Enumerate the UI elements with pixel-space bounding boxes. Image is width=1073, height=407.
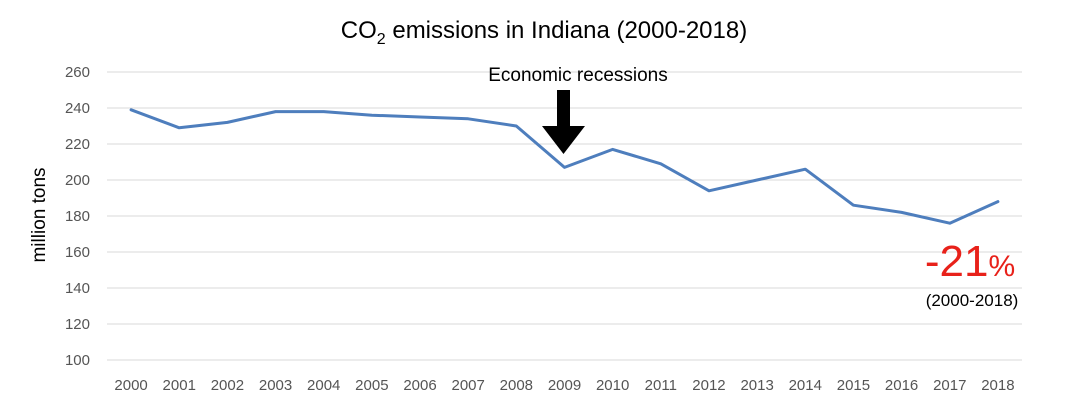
x-tick-label: 2008	[500, 377, 533, 394]
recession-annotation: Economic recessions	[488, 65, 668, 154]
change-annotation: -21% (2000-2018)	[925, 237, 1018, 310]
change-range: (2000-2018)	[926, 291, 1019, 310]
y-tick-label: 160	[65, 244, 90, 261]
x-tick-label: 2012	[692, 377, 725, 394]
down-arrow-icon	[542, 90, 585, 154]
y-tick-label: 260	[65, 64, 90, 81]
x-tick-label: 2010	[596, 377, 629, 394]
y-tick-label: 140	[65, 280, 90, 297]
x-tick-label: 2001	[163, 377, 196, 394]
y-tick-label: 240	[65, 100, 90, 117]
x-tick-label: 2006	[403, 377, 436, 394]
x-tick-label: 2003	[259, 377, 292, 394]
y-tick-label: 120	[65, 316, 90, 333]
recession-label: Economic recessions	[488, 65, 668, 86]
x-tick-label: 2014	[789, 377, 822, 394]
y-tick-label: 180	[65, 208, 90, 225]
x-tick-label: 2017	[933, 377, 966, 394]
gridlines	[107, 71, 1022, 361]
x-tick-label: 2002	[211, 377, 244, 394]
change-percent: -21%	[925, 237, 1015, 286]
x-tick-label: 2015	[837, 377, 870, 394]
y-axis-label: million tons	[29, 167, 50, 262]
x-tick-labels: 2000 2001 2002 2003 2004 2005 2006 2007 2008 2009…	[114, 377, 1014, 394]
x-tick-label: 2004	[307, 377, 340, 394]
y-tick-label: 200	[65, 172, 90, 189]
y-tick-label: 220	[65, 136, 90, 153]
x-tick-label: 2007	[451, 377, 484, 394]
x-tick-label: 2011	[645, 377, 677, 394]
x-tick-label: 2013	[740, 377, 773, 394]
x-tick-label: 2005	[355, 377, 388, 394]
y-tick-label: 100	[65, 352, 90, 369]
x-tick-label: 2000	[114, 377, 147, 394]
x-tick-label: 2009	[548, 377, 581, 394]
y-tick-labels: 100 120 140 160 180 200 220 240 260	[65, 64, 90, 369]
x-tick-label: 2016	[885, 377, 918, 394]
chart-title: CO2 emissions in Indiana (2000-2018)	[341, 17, 747, 48]
series-layer	[129, 108, 1000, 225]
x-tick-label: 2018	[981, 377, 1014, 394]
